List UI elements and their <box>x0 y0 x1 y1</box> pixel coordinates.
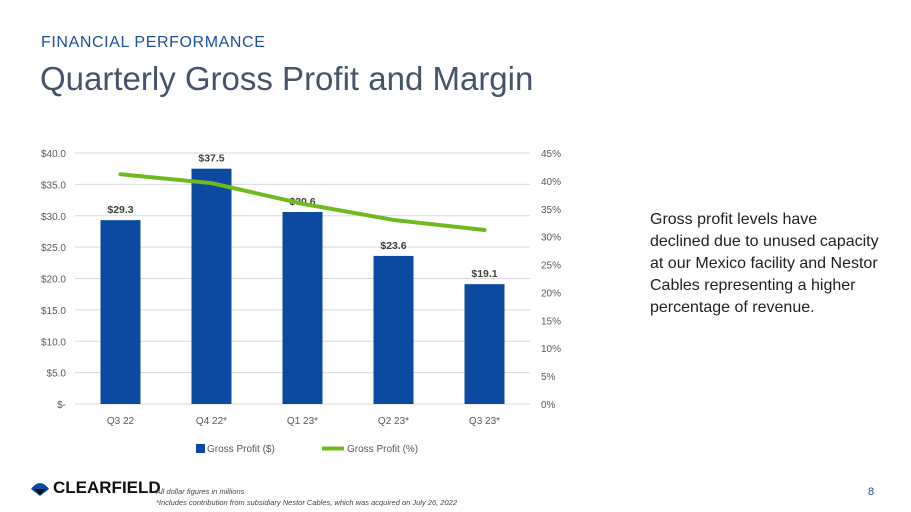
category-label: Q1 23* <box>287 416 318 427</box>
left-tick-label: $25.0 <box>41 243 66 254</box>
right-tick-label: 20% <box>541 288 561 299</box>
bar <box>282 211 323 404</box>
footnote-2: *Includes contribution from subsidiary N… <box>156 498 457 507</box>
data-label: $23.6 <box>380 240 406 252</box>
left-tick-label: $35.0 <box>41 180 66 191</box>
bar <box>373 255 414 404</box>
legend-bar-swatch <box>196 444 205 453</box>
right-tick-label: 45% <box>541 149 561 160</box>
legend-label: Gross Profit (%) <box>347 444 418 455</box>
data-label: $37.5 <box>198 153 224 165</box>
bar <box>464 284 505 404</box>
right-tick-label: 40% <box>541 177 561 188</box>
right-tick-label: 0% <box>541 400 556 411</box>
right-tick-label: 5% <box>541 372 556 383</box>
footnotes: All dollar figures in millions *Includes… <box>156 486 457 508</box>
data-label: $29.3 <box>107 204 133 216</box>
footnote-1: All dollar figures in millions <box>156 487 245 496</box>
page-number: 8 <box>868 486 875 498</box>
left-tick-label: $5.0 <box>47 369 67 380</box>
right-tick-label: 10% <box>541 344 561 355</box>
commentary: Gross profit levels have declined due to… <box>650 211 879 316</box>
left-tick-label: $30.0 <box>41 212 66 223</box>
category-label: Q2 23* <box>378 416 409 427</box>
legend-label: Gross Profit ($) <box>207 444 275 455</box>
right-tick-label: 15% <box>541 316 561 327</box>
bar <box>100 220 141 404</box>
section-label: FINANCIAL PERFORMANCE <box>41 34 266 51</box>
left-tick-label: $20.0 <box>41 275 66 286</box>
category-label: Q3 23* <box>469 416 500 427</box>
logo-icon <box>31 483 49 496</box>
left-tick-label: $- <box>57 400 66 411</box>
right-tick-label: 35% <box>541 205 561 216</box>
page-title: Quarterly Gross Profit and Margin <box>40 60 534 97</box>
data-label: $19.1 <box>471 268 497 280</box>
category-label: Q3 22 <box>107 416 135 427</box>
clearfield-logo: CLEARFIELD <box>30 478 161 498</box>
category-label: Q4 22* <box>196 416 227 427</box>
logo-text: CLEARFIELD <box>53 478 161 497</box>
right-tick-label: 25% <box>541 261 561 272</box>
bar <box>191 168 232 404</box>
left-tick-label: $40.0 <box>41 149 66 160</box>
left-tick-label: $15.0 <box>41 306 66 317</box>
right-tick-label: 30% <box>541 233 561 244</box>
left-tick-label: $10.0 <box>41 337 66 348</box>
